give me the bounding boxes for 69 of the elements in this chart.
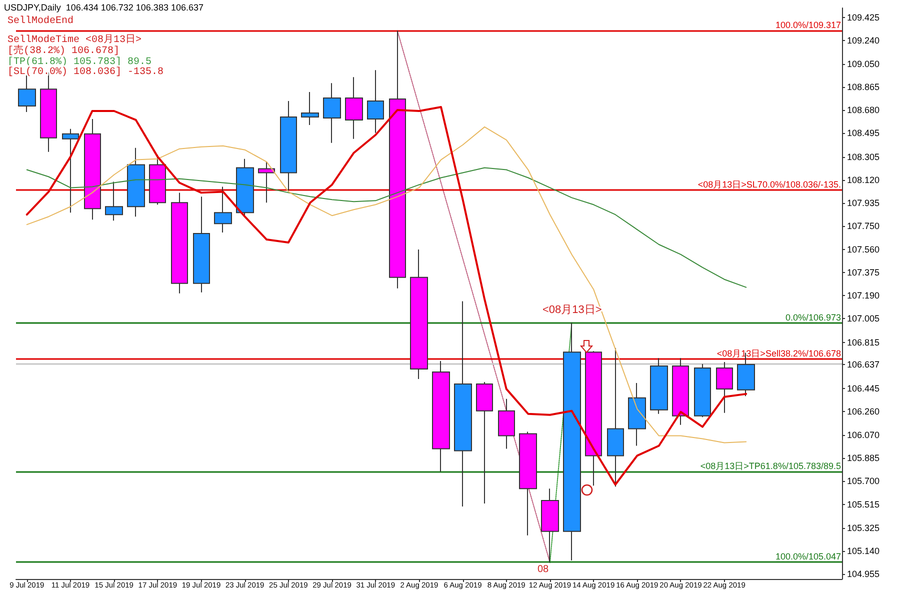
y-tick-label: 107.750	[847, 220, 880, 231]
y-tick-label: 109.240	[847, 35, 880, 46]
candlestick	[301, 92, 319, 126]
y-tick-label: 109.050	[847, 59, 880, 70]
candlestick	[389, 30, 406, 289]
y-tick-label: 105.140	[847, 546, 880, 556]
y-tick-label: 107.005	[847, 314, 880, 324]
y-tick-label: 109.425	[847, 12, 880, 22]
candlestick	[214, 186, 232, 234]
candlestick	[498, 398, 515, 450]
candlestick	[607, 348, 624, 488]
y-tick-label: 108.495	[847, 128, 880, 138]
ref-line-label: <08月13日>TP61.8%/105.783/89.5	[700, 460, 841, 471]
annotation: SellModeEnd	[8, 15, 74, 27]
candlestick	[410, 248, 428, 380]
y-tick-label: 106.070	[847, 430, 880, 440]
y-tick-label: 105.325	[847, 522, 880, 533]
candlestick	[258, 161, 275, 204]
candlestick	[345, 76, 363, 140]
y-tick-label: 105.515	[847, 499, 880, 510]
candlestick	[541, 488, 559, 564]
annotation: [TP(61.8%) 105.783] 89.5	[8, 56, 152, 68]
candlestick	[672, 358, 689, 426]
y-tick-label: 107.375	[847, 268, 880, 278]
y-tick-label: 105.885	[847, 453, 880, 464]
y-tick-label: 108.680	[847, 105, 880, 116]
candlestick	[171, 192, 188, 294]
y-tick-label: 106.445	[847, 383, 880, 394]
y-tick-label: 106.815	[847, 337, 880, 348]
candlestick	[454, 300, 472, 508]
candlestick	[585, 350, 602, 486]
candlestick	[628, 382, 646, 446]
y-tick-label: 104.955	[847, 569, 880, 580]
y-tick-label: 107.935	[847, 198, 880, 208]
y-tick-label: 108.120	[847, 174, 880, 185]
y-tick-label: 106.637	[847, 360, 880, 370]
y-tick-label: 105.700	[847, 476, 880, 486]
annotation: <08月13日>	[542, 304, 602, 316]
candlestick	[280, 100, 297, 192]
ref-line-label: <08月13日>Sell38.2%/106.678	[716, 348, 841, 359]
annotation: SellModeTime <08月13日>	[8, 34, 142, 46]
chart-title: USDJPY,Daily 106.434 106.732 106.383 106.637	[4, 2, 204, 12]
ref-line-label: 0.0%/106.973	[785, 312, 841, 323]
candlestick	[323, 82, 341, 144]
y-tick-label: 108.865	[847, 82, 880, 92]
candlestick	[650, 358, 668, 414]
annotation: 08	[538, 564, 550, 575]
y-tick-label: 108.305	[847, 152, 880, 162]
ref-line-label: 100.0%/105.047	[775, 552, 841, 562]
candlestick	[18, 74, 36, 112]
candlestick	[236, 158, 254, 218]
candlestick	[716, 362, 733, 414]
ref-line-label: <08月13日>SL70.0%/108.036/-135.	[698, 179, 841, 190]
candlestick	[694, 364, 711, 418]
y-tick-label: 107.190	[847, 290, 880, 301]
candlestick	[519, 431, 537, 536]
candlestick	[84, 118, 101, 220]
candlestick	[62, 128, 79, 214]
ref-line-label: 100.0%/109.317	[775, 20, 841, 30]
y-tick-label: 106.260	[847, 406, 880, 416]
candlestick	[127, 147, 145, 218]
annotation: [売(38.2%) 106.678]	[8, 44, 120, 57]
candlestick	[476, 381, 493, 504]
candlestick	[367, 70, 384, 134]
candlestick	[193, 196, 210, 293]
candlestick	[432, 360, 450, 472]
y-tick-label: 107.560	[847, 244, 880, 255]
annotation: [SL(70.0%) 108.036] -135.8	[8, 66, 164, 78]
candlestick	[105, 181, 123, 222]
